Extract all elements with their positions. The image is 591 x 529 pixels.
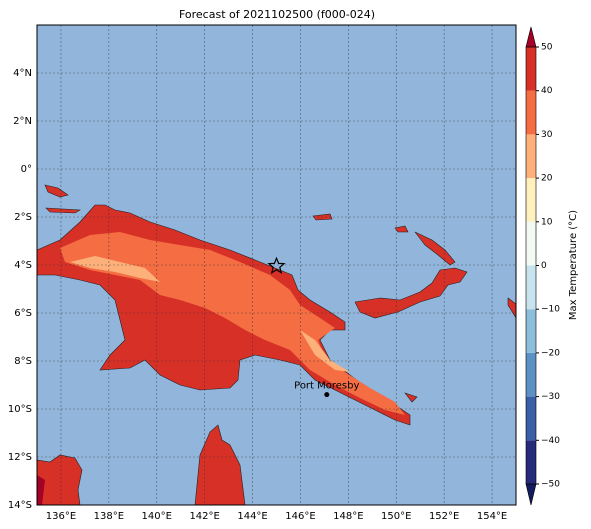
colorbar-tick-label: −20 xyxy=(541,348,560,358)
land-hot-zone xyxy=(70,256,350,372)
lon-tick-label: 140°E xyxy=(142,511,172,522)
lat-tick-label: 8°S xyxy=(14,356,32,367)
colorbar-tick-label: 10 xyxy=(541,217,553,227)
colorbar-tick-label: 20 xyxy=(541,174,553,184)
colorbar-tick-label: −30 xyxy=(541,392,560,402)
markers: Port Moresby xyxy=(267,256,360,398)
land-masses xyxy=(36,184,517,506)
lat-tick-label: 2°N xyxy=(13,116,32,127)
lon-tick-label: 142°E xyxy=(189,511,219,522)
lon-tick-label: 138°E xyxy=(94,511,124,522)
colorbar-bin xyxy=(526,134,536,179)
colorbar-tick-label: 30 xyxy=(541,130,553,140)
colorbar-tick-label: −40 xyxy=(541,436,560,446)
lat-tick-label: 10°S xyxy=(8,404,32,415)
lon-tick-label: 150°E xyxy=(381,511,411,522)
lon-tick-label: 146°E xyxy=(285,511,315,522)
colorbar-label: Max Temperature (°C) xyxy=(568,210,579,320)
colorbar-bin xyxy=(526,221,536,266)
colorbar-tick-label: 40 xyxy=(541,86,553,96)
lon-tick-label: 144°E xyxy=(237,511,267,522)
city-dot xyxy=(324,392,330,398)
city-label: Port Moresby xyxy=(294,381,359,392)
colorbar-tick-label: −10 xyxy=(541,305,560,315)
colorbar-bin xyxy=(526,90,536,135)
colorbar-tick-label: 50 xyxy=(541,43,553,53)
star-marker xyxy=(267,256,286,275)
land-very-hot xyxy=(37,475,45,505)
colorbar-bin xyxy=(526,178,536,222)
colorbar-bin xyxy=(526,396,536,441)
land xyxy=(354,267,468,319)
lat-tick-label: 2°S xyxy=(14,212,32,223)
lat-tick-label: 4°S xyxy=(14,260,32,271)
colorbar-tick-label: −50 xyxy=(541,480,560,490)
lon-tick-label: 152°E xyxy=(429,511,459,522)
map-frame xyxy=(36,24,517,506)
colorbar: −50 −40 −30 −20 −10 0 10 20 30 40 50 xyxy=(525,26,560,506)
lat-tick-label: 6°S xyxy=(14,308,32,319)
lon-tick-label: 148°E xyxy=(333,511,363,522)
lat-tick-label: 14°S xyxy=(8,500,32,511)
colorbar-tick-label: 0 xyxy=(541,261,547,271)
lat-tick-label: 12°S xyxy=(8,452,32,463)
lon-tick-label: 154°E xyxy=(477,511,507,522)
colorbar-extend-over xyxy=(525,26,537,48)
lon-tick-label: 136°E xyxy=(46,511,76,522)
lat-tick-label: 0° xyxy=(21,164,32,175)
land xyxy=(44,184,517,403)
colorbar-bin xyxy=(526,47,536,91)
land xyxy=(194,424,246,506)
graticule xyxy=(37,25,516,506)
colorbar-bin xyxy=(526,352,536,397)
colorbar-extend-under xyxy=(525,483,537,506)
land xyxy=(36,454,83,506)
colorbar-bin xyxy=(526,440,536,484)
colorbar-bin xyxy=(526,265,536,310)
colorbar-bin xyxy=(526,309,536,353)
lat-tick-label: 4°N xyxy=(13,68,32,79)
map-title: Forecast of 2021102500 (f000-024) xyxy=(179,8,375,21)
